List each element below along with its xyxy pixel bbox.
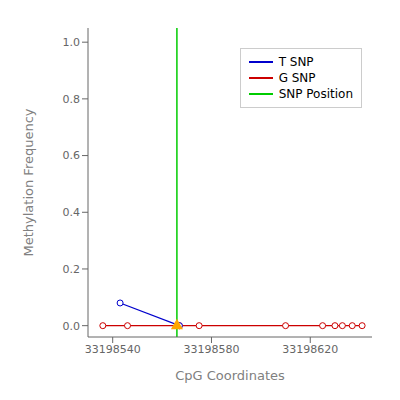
svg-text:0.2: 0.2 (63, 263, 81, 276)
svg-text:0.0: 0.0 (63, 320, 81, 333)
html-text:SNP Position: SNP Position (278, 87, 353, 101)
svg-text:33198620: 33198620 (282, 343, 338, 356)
html-text:G SNP: G SNP (278, 71, 316, 85)
svg-text:1.0: 1.0 (63, 36, 81, 49)
svg-text:0.8: 0.8 (63, 93, 81, 106)
svg-text:33198580: 33198580 (183, 343, 239, 356)
svg-text:CpG Coordinates: CpG Coordinates (175, 368, 285, 383)
svg-text:Methylation Frequency: Methylation Frequency (21, 108, 36, 256)
svg-text:0.6: 0.6 (63, 149, 81, 162)
svg-text:33198540: 33198540 (85, 343, 141, 356)
html-text:T SNP: T SNP (278, 55, 314, 69)
svg-text:0.4: 0.4 (63, 206, 81, 219)
